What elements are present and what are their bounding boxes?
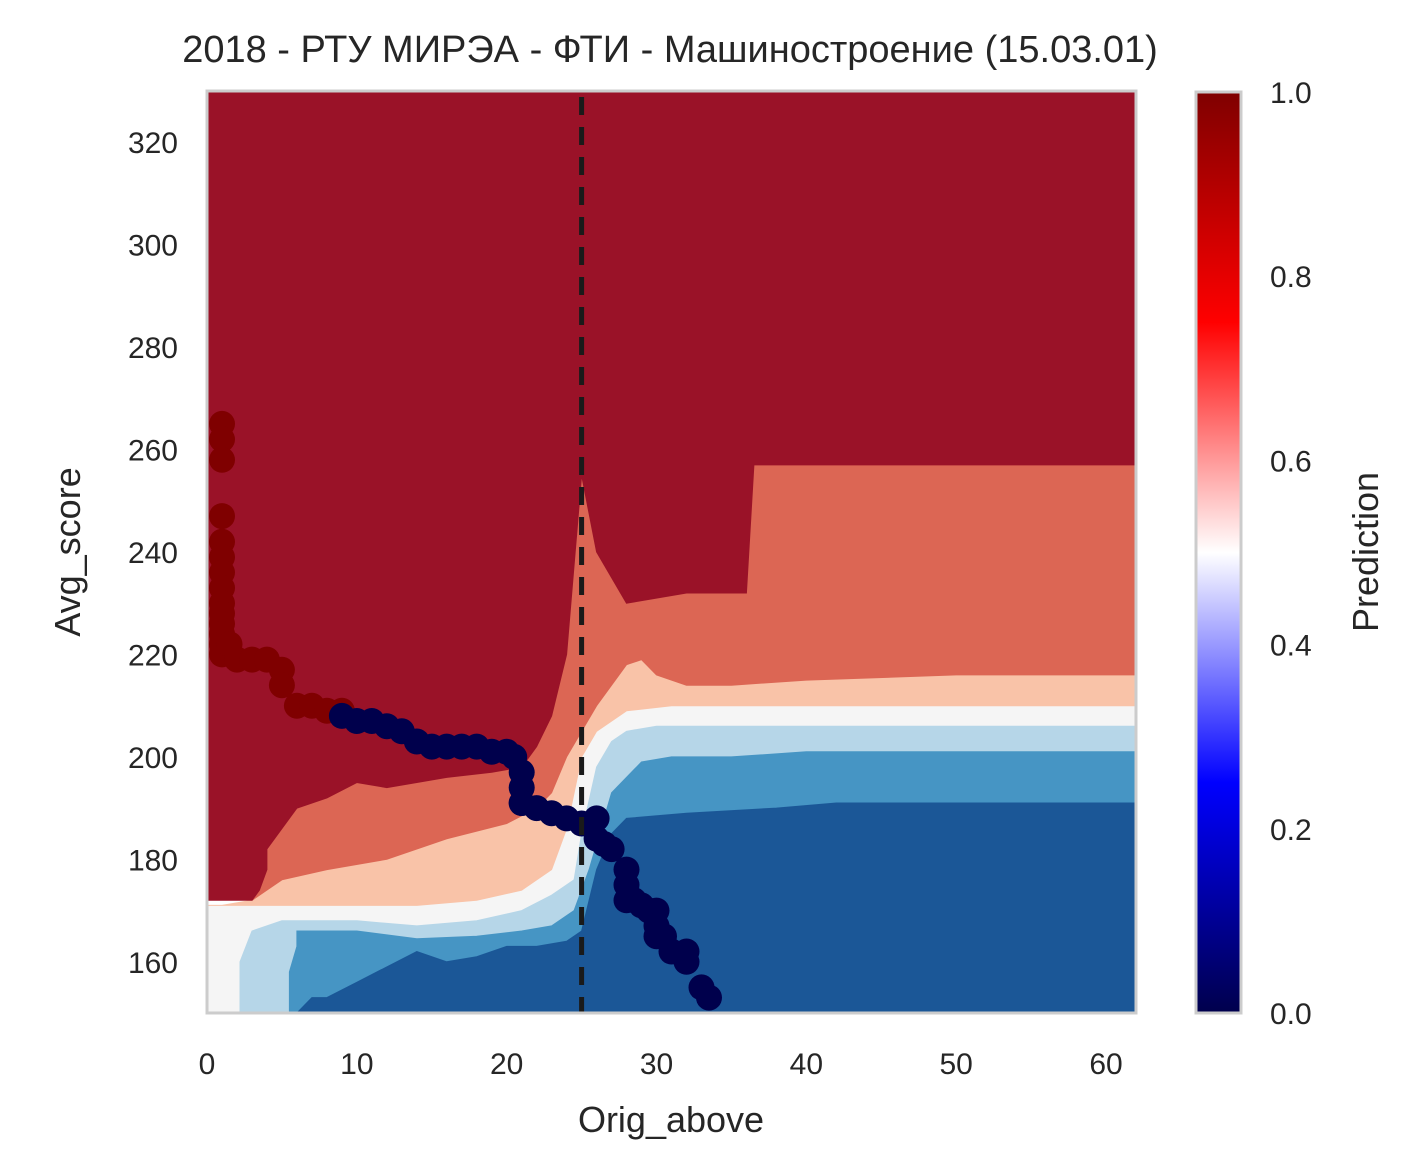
x-tick-label: 50 <box>940 1048 973 1081</box>
x-tick-label: 40 <box>790 1048 823 1081</box>
colorbar-tick-label: 0.4 <box>1270 630 1312 663</box>
admitted-point <box>209 503 235 530</box>
colorbar-tick-label: 1.0 <box>1270 77 1312 110</box>
x-axis-label: Orig_above <box>578 1099 764 1140</box>
rejected-point <box>673 948 700 975</box>
y-tick-label: 160 <box>128 947 178 980</box>
x-tick-label: 60 <box>1089 1048 1122 1081</box>
colorbar-frame <box>1194 90 1243 1015</box>
y-tick-label: 260 <box>128 435 178 468</box>
colorbar: 0.0 0.2 0.4 0.6 0.8 1.0 Prediction <box>1194 77 1386 1031</box>
rejected-point <box>598 836 625 863</box>
x-tick-label: 0 <box>199 1048 216 1081</box>
colorbar-tick-label: 0.2 <box>1270 814 1312 847</box>
admitted-points <box>209 410 355 724</box>
x-tick-label: 30 <box>640 1048 673 1081</box>
contour-regions <box>207 91 1136 1013</box>
y-tick-label: 240 <box>128 537 178 570</box>
admitted-point <box>209 446 235 473</box>
contour-band-0.7-1.0 <box>207 91 1136 901</box>
plot-frame <box>205 89 1138 1015</box>
y-axis-ticks: 160 180 200 220 240 260 280 300 320 <box>128 127 178 980</box>
chart-title: 2018 - РТУ МИРЭА - ФТИ - Машиностроение … <box>182 29 1158 71</box>
admitted-point <box>209 426 235 453</box>
plot-area <box>205 89 1138 1015</box>
rejected-points <box>328 702 722 1011</box>
colorbar-tick-label: 0.0 <box>1270 998 1312 1031</box>
admitted-point <box>268 672 295 699</box>
colorbar-label: Prediction <box>1345 472 1386 632</box>
y-tick-label: 320 <box>128 127 178 160</box>
x-tick-label: 20 <box>490 1048 523 1081</box>
colorbar-ticks: 0.0 0.2 0.4 0.6 0.8 1.0 <box>1270 77 1312 1031</box>
x-axis-ticks: 0 10 20 30 40 50 60 <box>199 1048 1123 1081</box>
rejected-point <box>696 984 722 1011</box>
y-tick-label: 180 <box>128 844 178 877</box>
contour-band-0.1-0.2 <box>296 802 1136 1013</box>
colorbar-tick-label: 0.8 <box>1270 261 1312 294</box>
rejected-point <box>583 805 610 832</box>
colorbar-tick-label: 0.6 <box>1270 445 1312 478</box>
y-axis-label: Avg_score <box>47 467 88 636</box>
y-tick-label: 220 <box>128 639 178 672</box>
y-tick-label: 300 <box>128 230 178 263</box>
x-tick-label: 10 <box>340 1048 373 1081</box>
y-tick-label: 280 <box>128 332 178 365</box>
y-tick-label: 200 <box>128 742 178 775</box>
colorbar-fill <box>1196 92 1241 1013</box>
